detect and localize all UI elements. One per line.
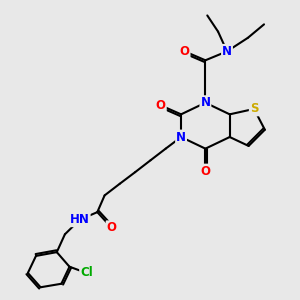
Text: Cl: Cl: [80, 266, 93, 279]
Text: N: N: [222, 45, 232, 58]
Text: O: O: [200, 165, 210, 178]
Text: N: N: [200, 96, 210, 109]
Text: O: O: [180, 45, 190, 58]
Text: S: S: [250, 102, 258, 116]
Text: HN: HN: [70, 213, 90, 226]
Text: O: O: [156, 99, 166, 112]
Text: O: O: [106, 221, 117, 234]
Text: N: N: [176, 130, 186, 143]
